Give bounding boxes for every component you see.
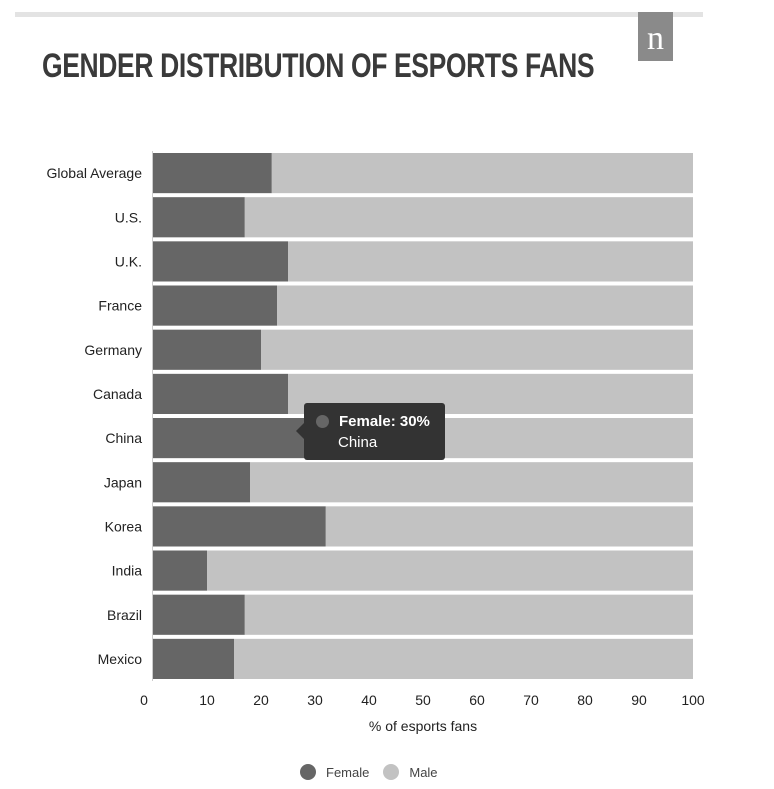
- category-label: U.K.: [115, 253, 142, 269]
- bar-male-india: [207, 550, 693, 591]
- category-label: China: [105, 430, 142, 446]
- category-label: Brazil: [107, 607, 142, 623]
- bar-male-japan: [250, 462, 693, 503]
- x-tick-label: 20: [253, 692, 269, 708]
- tooltip-series-dot: [316, 415, 329, 428]
- category-label: Germany: [84, 342, 142, 358]
- category-label: France: [98, 298, 142, 314]
- bar-female-u-s: [153, 197, 245, 238]
- bar-male-korea: [325, 506, 693, 547]
- bar-female-japan: [153, 462, 251, 503]
- category-label: Japan: [104, 474, 142, 490]
- x-tick-label: 100: [681, 692, 705, 708]
- top-rule: [15, 12, 703, 17]
- legend-item-male[interactable]: Male: [383, 764, 438, 780]
- bar-female-mexico: [153, 638, 234, 679]
- chart-legend: Female Male: [300, 764, 452, 780]
- bar-male-france: [277, 285, 693, 326]
- bar-female-india: [153, 550, 207, 591]
- bar-female-germany: [153, 329, 261, 370]
- x-tick-label: 0: [140, 692, 148, 708]
- bar-female-u-k: [153, 241, 288, 282]
- x-tick-label: 90: [631, 692, 647, 708]
- category-label: Korea: [105, 518, 143, 534]
- tooltip-category: China: [338, 434, 378, 451]
- category-label: U.S.: [115, 209, 142, 225]
- x-tick-label: 70: [523, 692, 539, 708]
- legend-item-female[interactable]: Female: [300, 764, 369, 780]
- legend-swatch-female: [300, 764, 316, 780]
- bar-male-germany: [261, 329, 693, 370]
- chart-title: GENDER DISTRIBUTION OF ESPORTS FANS: [42, 47, 595, 85]
- brand-logo: n: [638, 12, 673, 61]
- x-axis-title: % of esports fans: [369, 718, 477, 734]
- category-label: India: [112, 563, 143, 579]
- data-tooltip: Female: 30% China: [296, 403, 445, 460]
- bar-male-brazil: [244, 594, 694, 635]
- bar-male-u-k: [288, 241, 693, 282]
- bar-male-u-s: [244, 197, 694, 238]
- category-label: Canada: [93, 386, 142, 402]
- x-tick-label: 80: [577, 692, 593, 708]
- tooltip-value: Female: 30%: [339, 413, 430, 430]
- legend-swatch-male: [383, 764, 400, 780]
- category-label: Global Average: [47, 165, 143, 181]
- legend-label-female: Female: [326, 764, 370, 780]
- bar-female-global-average: [153, 153, 272, 194]
- x-tick-label: 50: [415, 692, 431, 708]
- bar-female-china: [153, 418, 315, 459]
- bar-male-mexico: [234, 638, 693, 679]
- legend-label-male: Male: [409, 764, 438, 780]
- category-label: Mexico: [98, 651, 143, 667]
- bar-female-canada: [153, 373, 288, 414]
- x-tick-label: 10: [199, 692, 215, 708]
- bar-male-global-average: [271, 153, 693, 194]
- x-tick-label: 30: [307, 692, 323, 708]
- bar-female-brazil: [153, 594, 245, 635]
- bar-female-france: [153, 285, 278, 326]
- x-tick-label: 40: [361, 692, 377, 708]
- x-tick-label: 60: [469, 692, 485, 708]
- bar-female-korea: [153, 506, 326, 547]
